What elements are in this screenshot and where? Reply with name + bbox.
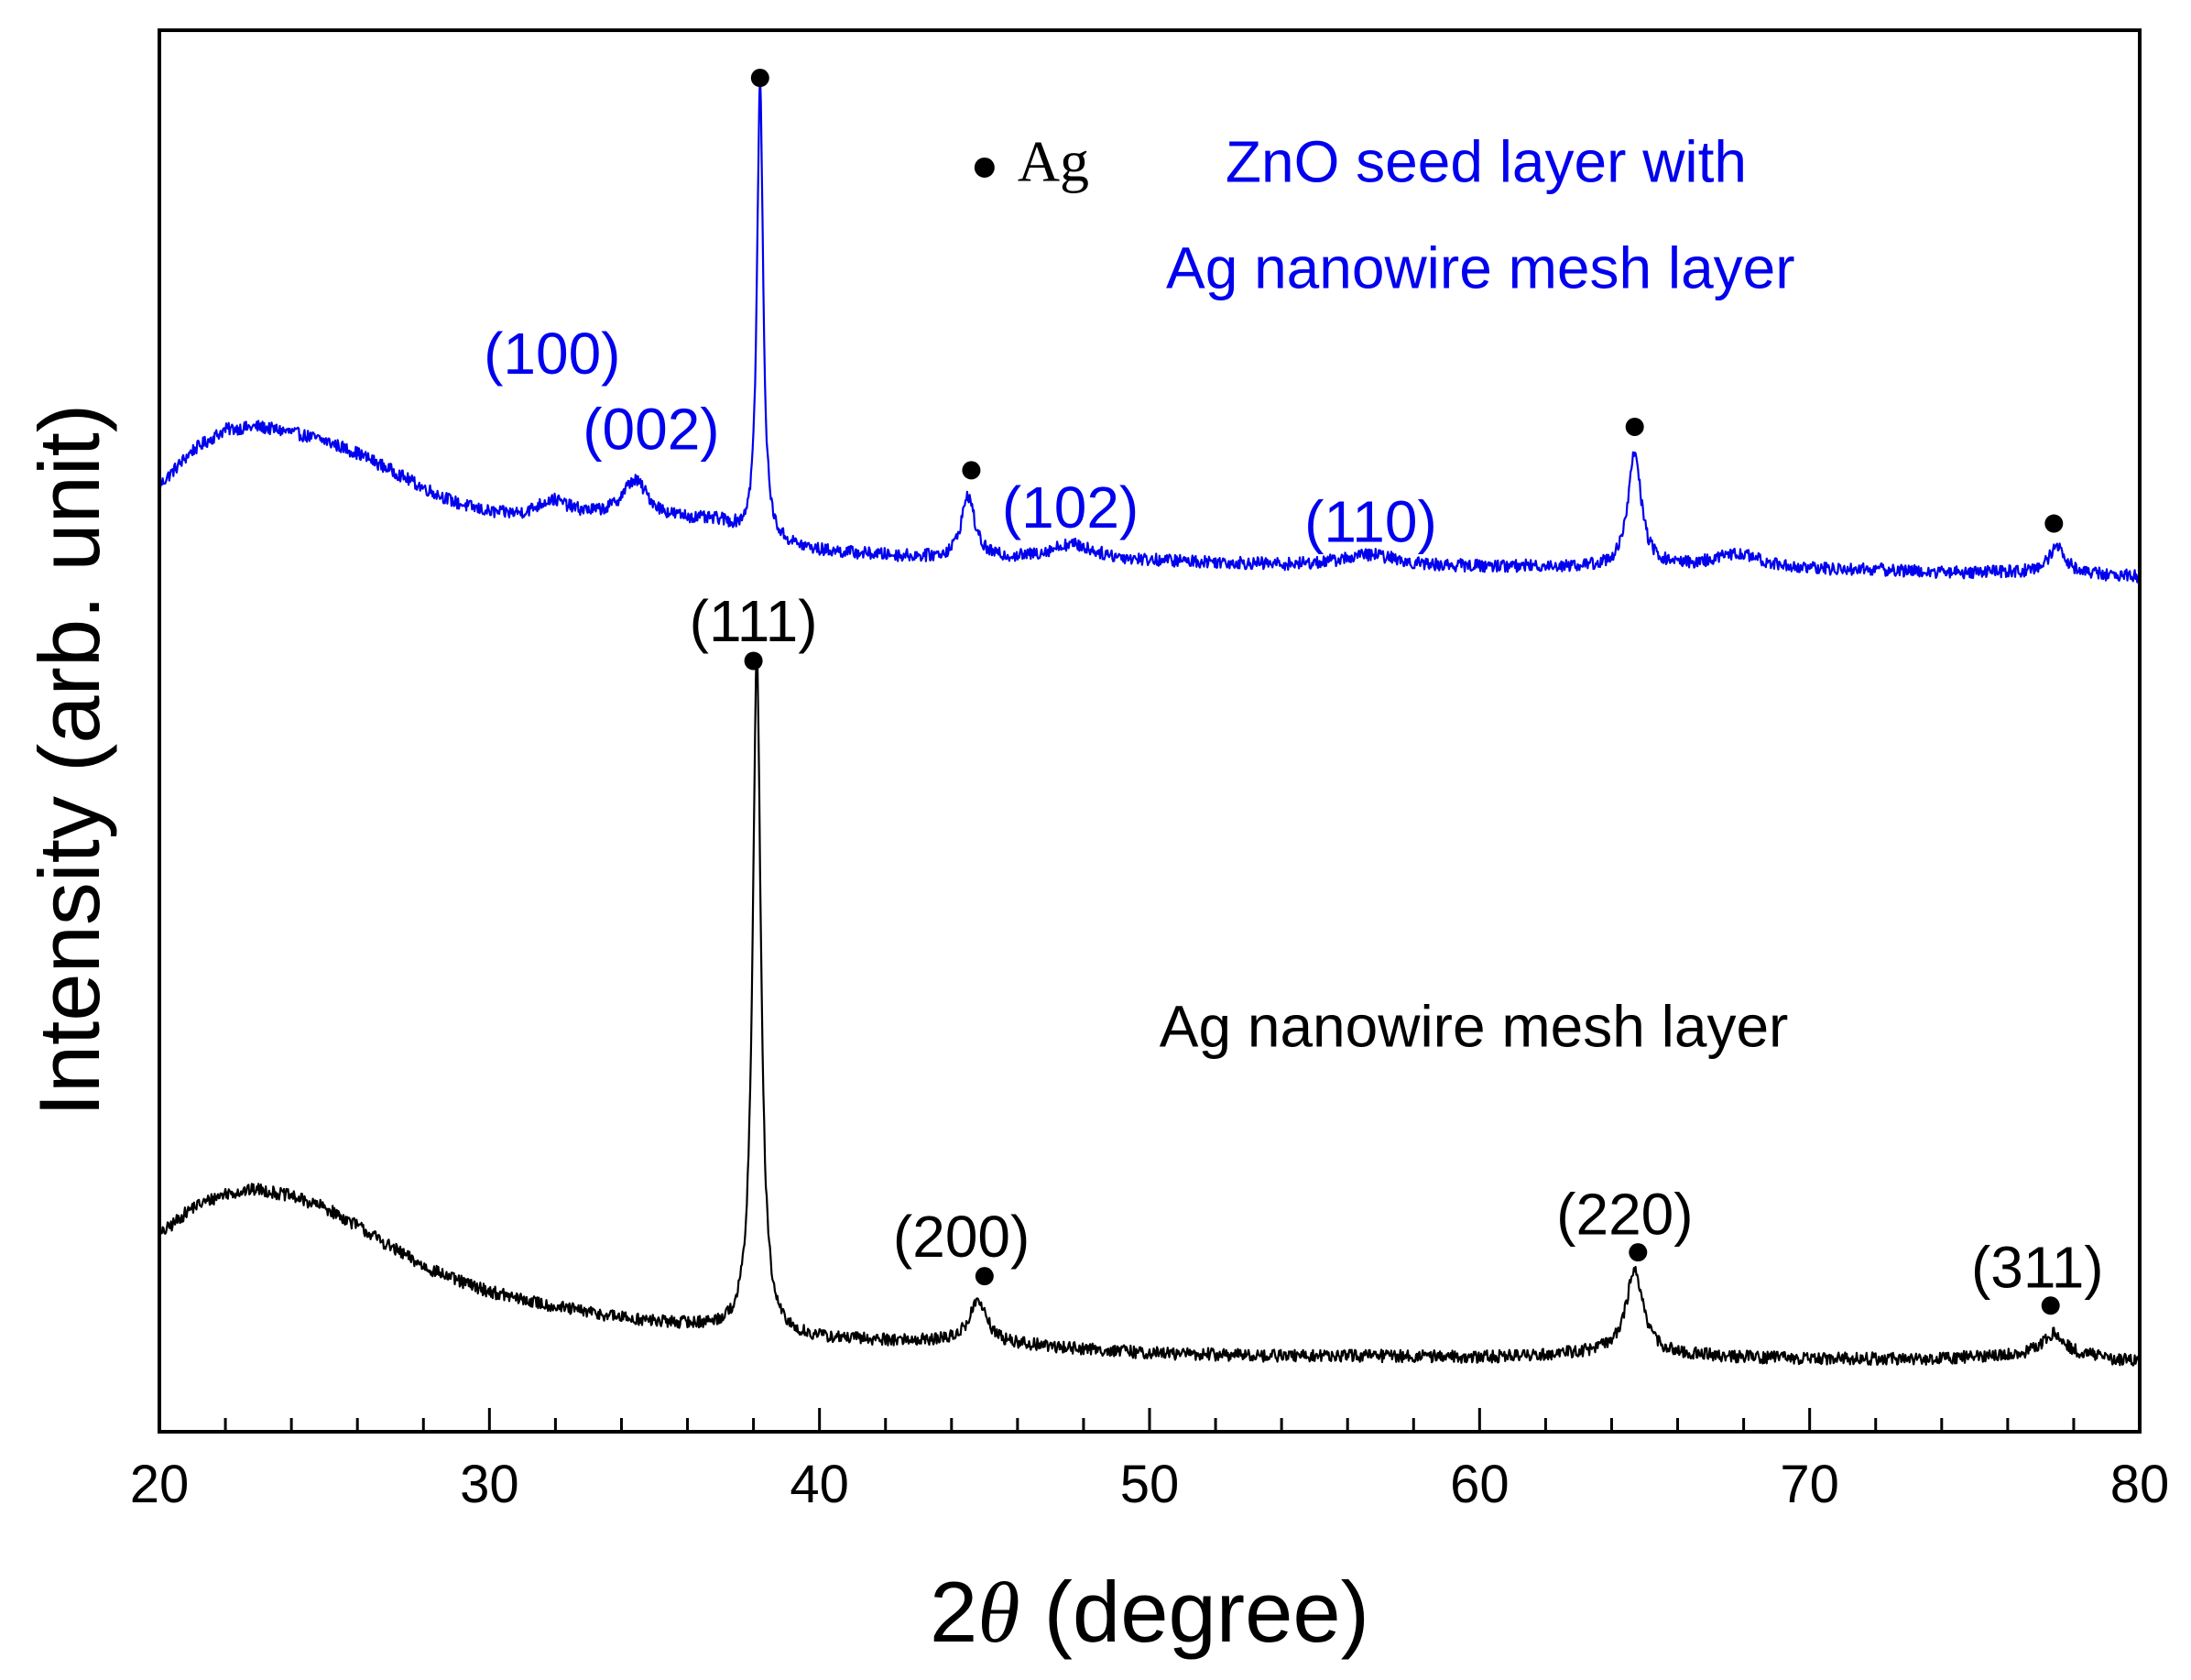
x-axis-label-prefix: 2 [930,1564,977,1660]
theta-symbol: θ [977,1565,1019,1661]
ag-peak-marker-1 [750,69,769,88]
annotation-zno-seed-layer-with-1: ZnO seed layer with [1226,128,1747,194]
annotation-ag-nanowire-mesh-layer-2: Ag nanowire mesh layer [1166,235,1795,301]
annotation-200-9: (200) [893,1204,1030,1270]
x-axis-label-suffix: (degree) [1020,1564,1369,1660]
marker-layer [744,69,2064,1315]
annotation-220-10: (220) [1556,1181,1693,1247]
annotation-002-5: (002) [583,397,719,463]
legend-label: Ag [1018,129,1089,194]
x-tick-label-40: 40 [790,1455,849,1514]
plot-frame [158,28,2142,1434]
annotation-ag-nanowire-mesh-layer-3: Ag nanowire mesh layer [1160,993,1789,1059]
x-axis-tick-labels: 20 30 40 50 60 70 80 [130,1455,2170,1514]
x-tick-label-70: 70 [1780,1455,1839,1514]
ag-peak-marker-4 [2044,514,2064,533]
annotation-102-6: (102) [1002,475,1139,540]
annotation-100-4: (100) [484,321,620,387]
ag-peak-marker-3 [1625,417,1644,436]
x-tick-label-20: 20 [130,1455,190,1514]
legend-marker [974,157,995,178]
legend: Ag [974,129,1089,194]
ag-peak-marker-6 [975,1267,994,1286]
x-tick-label-80: 80 [2110,1455,2170,1514]
ag-peak-marker-8 [2041,1296,2060,1315]
ag-peak-marker-2 [962,461,981,480]
annotation-layer: ZnO seed layer with Ag nanowire mesh laye… [484,128,2104,1300]
ag-peak-marker-5 [744,651,763,671]
x-tick-label-60: 60 [1450,1455,1510,1514]
series-layer [158,71,2142,1367]
x-tick-label-50: 50 [1120,1455,1180,1514]
y-axis-label: Intensity (arb. unit) [21,404,117,1117]
ag-peak-marker-7 [1629,1243,1648,1262]
annotation-111-8: (111) [690,588,818,654]
series-line-zno-seed-layer-with-ag-nanowire-mesh-layer [158,71,2142,584]
series-line-ag-nanowire-mesh-layer [158,652,2141,1367]
x-tick-label-30: 30 [460,1455,519,1514]
annotation-311-11: (311) [1971,1234,2104,1300]
x-axis-ticks [158,1408,2142,1432]
x-axis-label: 2θ (degree) [930,1564,1369,1661]
annotation-110-7: (110) [1304,489,1437,555]
